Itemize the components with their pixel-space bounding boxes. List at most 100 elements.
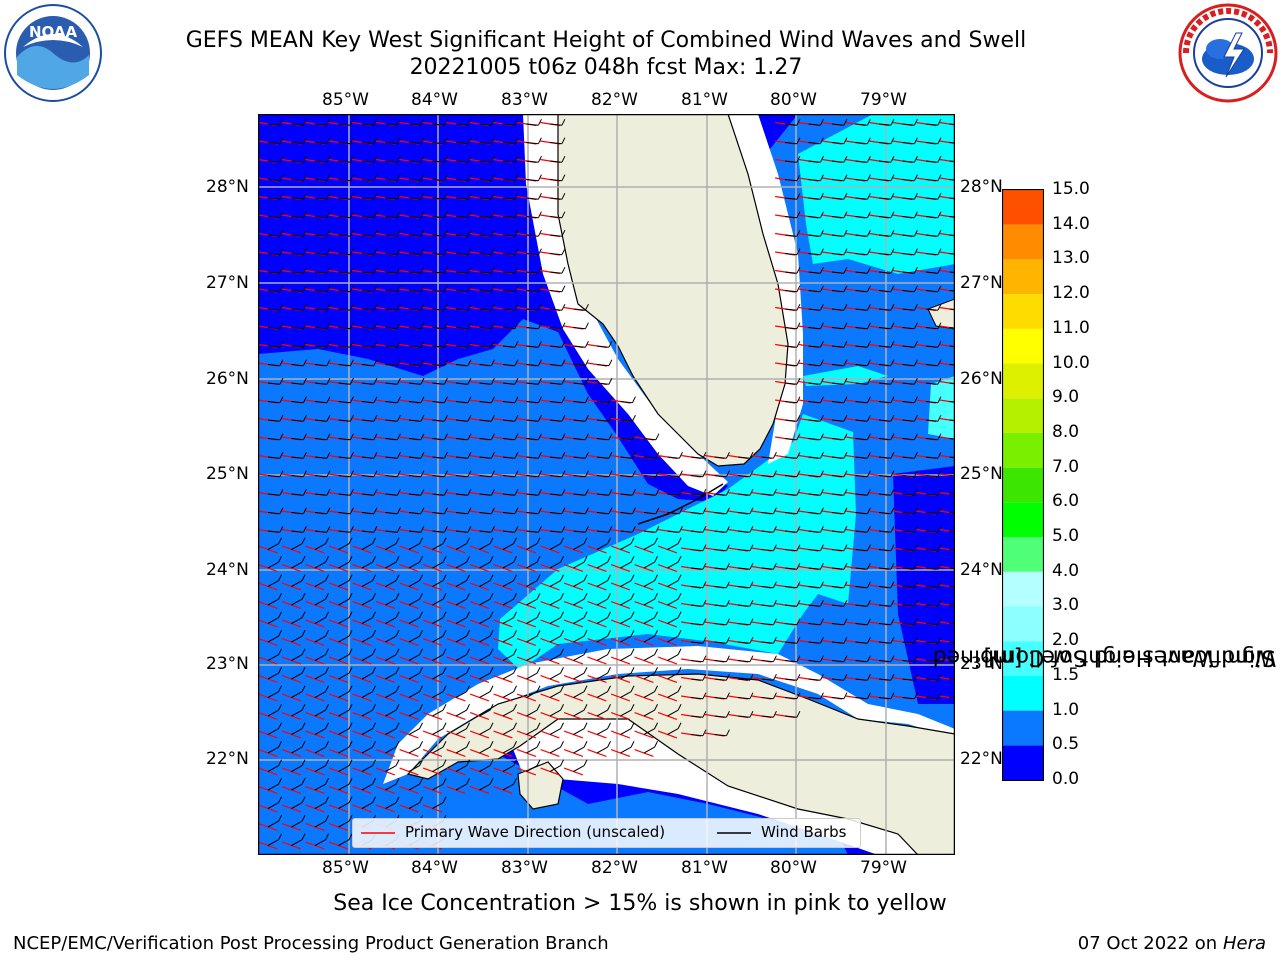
- wind-barb-flag: [373, 192, 378, 200]
- wind-barb: [361, 401, 374, 404]
- wind-barb: [338, 271, 351, 274]
- wind-barb: [408, 197, 421, 200]
- wind-barb: [267, 561, 279, 569]
- wind-barb: [949, 549, 955, 551]
- wind-barb-flag: [584, 507, 589, 514]
- wind-barb-flag: [819, 359, 824, 366]
- wind-barb-flag: [348, 815, 353, 822]
- wind-barb-flag: [654, 741, 658, 748]
- wind-barb: [314, 820, 326, 828]
- wind-barb-flag: [819, 414, 824, 422]
- wind-barb: [314, 617, 326, 624]
- wind-barb: [667, 635, 679, 643]
- wind-barb: [502, 543, 514, 550]
- wind-barb: [432, 493, 445, 496]
- wind-barb: [714, 549, 727, 552]
- wind-barb-flag: [372, 648, 376, 655]
- wind-barb: [502, 493, 515, 496]
- wind-barb: [902, 586, 915, 589]
- wind-barb-flag: [420, 396, 425, 403]
- wind-barb-flag: [843, 340, 848, 348]
- wind-barb-flag: [630, 741, 635, 748]
- wind-barb-flag: [561, 470, 566, 477]
- wind-barb: [385, 783, 397, 791]
- wind-barb: [408, 382, 421, 385]
- wind-barb-flag: [913, 285, 918, 292]
- wind-barb: [620, 493, 633, 496]
- wind-barb: [902, 604, 915, 607]
- wind-barb: [784, 234, 797, 237]
- wind-barb: [714, 493, 727, 496]
- wind-barb-flag: [561, 433, 566, 440]
- wind-barb: [338, 635, 350, 643]
- wind-barb-flag: [913, 211, 918, 218]
- wind-barb-flag: [725, 655, 730, 662]
- wind-barb: [432, 142, 445, 145]
- wind-barb-flag: [913, 266, 918, 274]
- wind-barb: [925, 271, 938, 274]
- wind-barb: [314, 598, 326, 606]
- wind-barb-flag: [396, 451, 401, 459]
- wind-barb: [432, 382, 445, 385]
- wind-barb: [549, 456, 562, 459]
- wind-barb-flag: [749, 636, 754, 644]
- wind-barb: [314, 746, 326, 754]
- wind-barb-flag: [796, 155, 801, 163]
- wind-barb-flag: [913, 377, 918, 385]
- wind-barb-flag: [396, 433, 401, 440]
- wind-barb-flag: [537, 285, 542, 292]
- wind-barb: [855, 512, 868, 515]
- wind-barb-flag: [913, 303, 918, 311]
- wind-barb-flag: [302, 211, 307, 218]
- wind-barb: [737, 715, 750, 718]
- wind-barb-flag: [325, 833, 329, 840]
- wind-barb-flag: [843, 414, 848, 422]
- wind-barb: [385, 598, 397, 606]
- wind-barb: [737, 623, 750, 626]
- wind-barb-legend-label: Wind Barbs: [761, 823, 847, 841]
- wind-barb-flag: [514, 488, 519, 496]
- wind-barb-flag: [279, 266, 284, 274]
- wind-barb: [338, 364, 351, 367]
- wind-barb: [808, 604, 821, 607]
- wind-barb-flag: [325, 778, 329, 785]
- wind-barb-flag: [396, 303, 401, 311]
- wind-barb: [573, 543, 585, 550]
- wind-barb: [925, 401, 938, 404]
- wind-barb-flag: [301, 648, 306, 655]
- wind-barb: [667, 530, 680, 533]
- wind-barb: [643, 493, 656, 496]
- wind-barb: [831, 142, 844, 145]
- wind-barb: [831, 253, 844, 256]
- wind-barb-flag: [537, 303, 542, 311]
- wind-barb-flag: [749, 488, 754, 496]
- wind-barb: [784, 493, 797, 496]
- wind-barb: [667, 654, 679, 661]
- wind-barb-flag: [937, 174, 942, 181]
- wind-barb-flag: [326, 322, 331, 329]
- wind-barb-flag: [514, 118, 519, 126]
- wind-barb-flag: [326, 118, 331, 126]
- wind-barb-flag: [937, 581, 942, 588]
- wind-barb: [361, 543, 373, 550]
- wind-barb-flag: [536, 722, 541, 729]
- wind-barb-flag: [937, 673, 942, 681]
- wind-barb: [432, 654, 444, 661]
- wind-barb-flag: [514, 285, 519, 292]
- wind-barb: [267, 580, 279, 587]
- wind-barb: [620, 401, 633, 404]
- wind-barb: [267, 216, 280, 219]
- wind-barb-flag: [725, 470, 730, 477]
- wind-barb-flag: [467, 211, 472, 218]
- wind-barb: [408, 672, 420, 680]
- wind-barb-flag: [913, 581, 918, 588]
- wind-barb-flag: [796, 285, 801, 292]
- wind-barb-flag: [937, 692, 942, 699]
- colorbar-tick-label: 2.0: [1052, 630, 1080, 651]
- wind-barb: [479, 746, 491, 754]
- wind-barb-flag: [279, 303, 284, 311]
- wind-barb-flag: [443, 303, 448, 311]
- wind-barb-flag: [819, 433, 824, 440]
- wind-barb-flag: [583, 556, 588, 563]
- wind-barb: [314, 512, 327, 515]
